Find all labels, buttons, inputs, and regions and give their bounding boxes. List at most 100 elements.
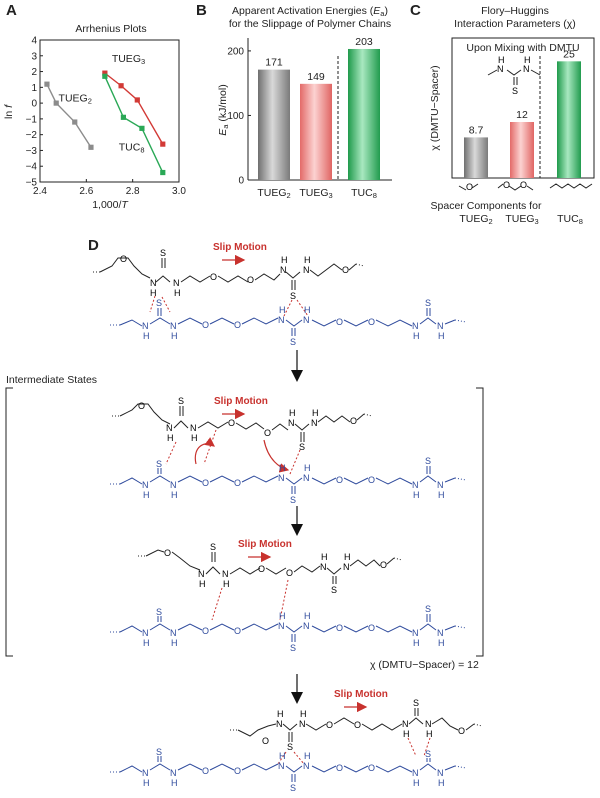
scheme-step-3: Slip Motion O N H S N H O O N H S N H bbox=[110, 539, 467, 653]
s1-bn6: N bbox=[437, 321, 444, 331]
s2-bh1: H bbox=[143, 490, 150, 500]
s4-bh1: H bbox=[143, 778, 150, 788]
arrhenius-series-line bbox=[46, 83, 92, 148]
arrhenius-series-label: TUC8 bbox=[119, 141, 145, 154]
s4-n2: N bbox=[299, 719, 306, 729]
s4-bs1: S bbox=[156, 747, 162, 757]
scheme-step-2: Slip Motion O N H S N H O O N H S N H O bbox=[110, 396, 467, 505]
s4-bn4: N bbox=[303, 761, 310, 771]
scheme-step-4: Slip Motion O N H S N H O O N H S N H O bbox=[110, 689, 483, 793]
s4-bh4: H bbox=[304, 751, 311, 761]
s1-o2: O bbox=[210, 272, 217, 282]
activation-category-label: TUEG3 bbox=[299, 187, 332, 200]
s3-bn3: N bbox=[278, 621, 285, 631]
s3-bn4: N bbox=[303, 621, 310, 631]
arrhenius-ytick-label: −1 bbox=[26, 114, 38, 125]
flory-categories: TUEG2 TUEG3 TUC8 bbox=[459, 213, 583, 226]
activation-bar bbox=[348, 48, 380, 180]
arrhenius-series-line bbox=[104, 72, 164, 145]
arrhenius-axes-frame bbox=[39, 39, 180, 183]
s3-h2: H bbox=[223, 579, 230, 589]
arrhenius-ytick-label: 0 bbox=[31, 99, 37, 110]
s4-bh3: H bbox=[279, 751, 286, 761]
s4-n4: N bbox=[425, 719, 432, 729]
arrhenius-ytick-label: −5 bbox=[26, 178, 38, 189]
s4-h4: H bbox=[426, 729, 433, 739]
s1-h4: H bbox=[304, 255, 311, 265]
arrhenius-ytick-label: 2 bbox=[31, 67, 37, 78]
arrhenius-point bbox=[139, 125, 145, 131]
dmtu-h1: H bbox=[498, 55, 505, 65]
activation-categories: TUEG2 TUEG3 TUC8 bbox=[257, 187, 377, 200]
s3-bn6: N bbox=[437, 628, 444, 638]
s2-n2: N bbox=[190, 423, 197, 433]
s3-bn2: N bbox=[170, 628, 177, 638]
arrhenius-ytick-label: 1 bbox=[31, 83, 37, 94]
flory-inset-label: Upon Mixing with DMTU bbox=[466, 42, 579, 54]
s1-bn3: N bbox=[278, 315, 285, 325]
activation-ytick-label: 0 bbox=[238, 176, 244, 187]
dmtu-h2: H bbox=[524, 55, 531, 65]
s2-bo2: O bbox=[234, 478, 241, 488]
arrhenius-series-line bbox=[104, 76, 164, 173]
s2-bo3: O bbox=[336, 475, 343, 485]
s4-o3: O bbox=[354, 720, 361, 730]
s3-bn1: N bbox=[142, 628, 149, 638]
spacer-o-tueg2: O bbox=[466, 182, 473, 192]
s2-bn1: N bbox=[142, 480, 149, 490]
slip-label-3: Slip Motion bbox=[238, 539, 292, 550]
dmtu-n1: N bbox=[497, 64, 504, 74]
flory-bar-value: 8.7 bbox=[469, 124, 484, 136]
arrhenius-ytick-label: −3 bbox=[26, 146, 38, 157]
arrhenius-ytick-label: 3 bbox=[31, 51, 37, 62]
s2-bn6: N bbox=[437, 480, 444, 490]
arrhenius-ticks: 4 3 2 1 0 −1 −2 −3 −4 −52.4 2.6 2.8 3.0 bbox=[26, 36, 187, 198]
spacer-o1-tueg3: O bbox=[503, 180, 510, 190]
s2-h2: H bbox=[191, 433, 198, 443]
s3-s1: S bbox=[210, 542, 216, 552]
activation-category-label: TUEG2 bbox=[257, 187, 290, 200]
arrhenius-ytick-label: −4 bbox=[26, 162, 38, 173]
s2-bn4: N bbox=[303, 473, 310, 483]
s2-n3: N bbox=[288, 418, 295, 428]
s1-s2: S bbox=[290, 291, 296, 301]
s2-bh6: H bbox=[438, 490, 445, 500]
arrhenius-point bbox=[88, 144, 94, 150]
activation-title-line1: Apparent Activation Energies (Ea) bbox=[232, 5, 388, 18]
s4-bo1: O bbox=[202, 766, 209, 776]
activation-bar-value: 203 bbox=[355, 36, 373, 48]
activation-category-label: TUC8 bbox=[351, 187, 377, 200]
s4-bs3: S bbox=[425, 749, 431, 759]
s2-h1: H bbox=[167, 433, 174, 443]
s1-h1: H bbox=[150, 288, 157, 298]
s4-bs2: S bbox=[290, 783, 296, 793]
s1-bn1: N bbox=[142, 321, 149, 331]
s4-bh2: H bbox=[171, 778, 178, 788]
s3-o1: O bbox=[164, 548, 171, 558]
s1-bo2: O bbox=[234, 320, 241, 330]
s1-o4: O bbox=[342, 265, 349, 275]
s3-bo1: O bbox=[202, 626, 209, 636]
s3-h4: H bbox=[344, 552, 351, 562]
chi-note: χ (DMTU−Spacer) = 12 bbox=[370, 659, 479, 671]
s1-bs3: S bbox=[425, 298, 431, 308]
s2-bs2: S bbox=[290, 495, 296, 505]
arrhenius-xlabel: 1,000/T bbox=[92, 199, 129, 211]
arrhenius-point bbox=[118, 83, 124, 89]
s4-bn1: N bbox=[142, 768, 149, 778]
flory-bars: 8.7 12 25 bbox=[464, 48, 581, 179]
s3-n4: N bbox=[343, 562, 350, 572]
s2-bn5: N bbox=[412, 480, 419, 490]
dmtu-structure: N H N H S bbox=[487, 55, 541, 96]
s1-bh5: H bbox=[413, 331, 420, 341]
scheme-step-1: Slip Motion O N H S N H O O N H S N H O bbox=[92, 242, 467, 347]
flory-bar bbox=[510, 122, 534, 178]
s2-bh5: H bbox=[413, 490, 420, 500]
activation-bars: 171 149 203 bbox=[258, 36, 380, 180]
dmtu-s: S bbox=[512, 86, 518, 96]
s4-o4: O bbox=[458, 726, 465, 736]
s2-bo4: O bbox=[368, 475, 375, 485]
activation-bar-value: 171 bbox=[265, 57, 283, 69]
s1-bs2: S bbox=[290, 337, 296, 347]
arrhenius-xtick-label: 2.8 bbox=[126, 186, 140, 197]
